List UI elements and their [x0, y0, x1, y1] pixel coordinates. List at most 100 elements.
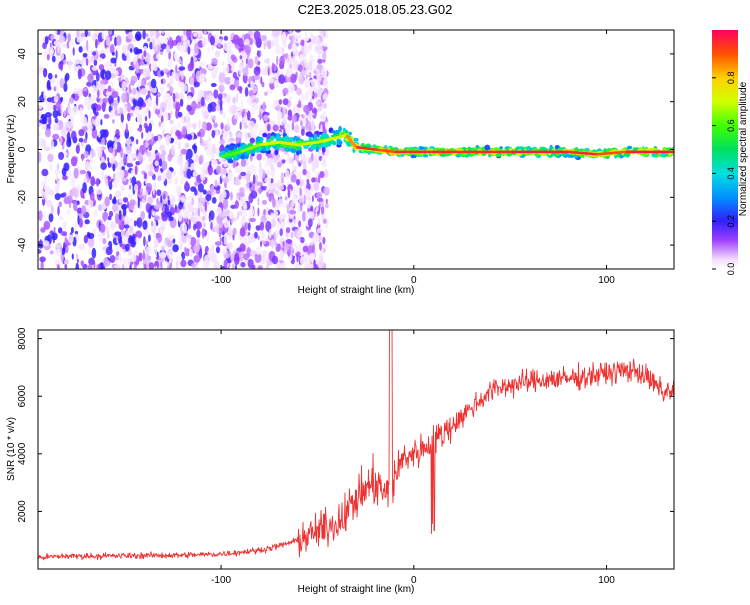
noise-blob	[282, 37, 286, 42]
noise-blob	[251, 264, 256, 269]
noise-blob	[133, 56, 137, 66]
noise-blob	[279, 228, 284, 237]
ridge-cell	[326, 142, 332, 147]
noise-blob	[91, 55, 94, 62]
noise-blob	[79, 59, 83, 65]
noise-blob	[169, 194, 176, 206]
noise-blob	[112, 179, 119, 188]
noise-blob	[222, 168, 227, 175]
noise-blob	[160, 194, 163, 204]
noise-blob	[189, 236, 197, 247]
noise-blob	[241, 110, 245, 119]
noise-blob	[162, 68, 170, 73]
noise-blob	[177, 213, 183, 222]
noise-blob	[209, 210, 215, 221]
noise-blob	[46, 199, 53, 208]
noise-blob	[125, 38, 131, 43]
noise-blob	[185, 180, 189, 191]
noise-blob	[161, 121, 165, 128]
noise-blob	[105, 219, 109, 226]
noise-blob	[79, 169, 87, 175]
noise-blob	[261, 81, 265, 88]
noise-blob	[192, 122, 197, 130]
noise-blob	[297, 171, 302, 182]
noise-blob	[145, 125, 150, 134]
noise-blob	[63, 82, 68, 92]
noise-blob	[247, 58, 254, 69]
noise-blob	[114, 246, 121, 251]
noise-blob	[176, 155, 184, 166]
noise-blob	[210, 35, 215, 46]
noise-blob	[175, 72, 179, 82]
noise-blob	[107, 160, 110, 168]
noise-blob	[152, 102, 156, 112]
noise-blob	[266, 256, 270, 267]
noise-blob	[62, 192, 67, 198]
noise-blob	[87, 165, 94, 172]
noise-blob	[296, 229, 301, 241]
noise-blob	[162, 128, 166, 140]
noise-blob	[227, 229, 232, 240]
snr-panel: -100 0 100 2000 4000 6000 8000 Height of stra…	[6, 327, 675, 595]
noise-blob	[298, 100, 301, 108]
noise-blob	[227, 117, 230, 128]
noise-blob	[161, 214, 168, 222]
noise-blob	[88, 237, 95, 248]
noise-blob	[182, 223, 187, 234]
noise-blob	[180, 179, 184, 185]
noise-blob	[309, 54, 314, 64]
noise-blob	[206, 30, 214, 33]
noise-blob	[157, 175, 162, 181]
noise-blob	[287, 188, 291, 199]
noise-blob	[206, 233, 209, 242]
noise-blob	[123, 215, 129, 223]
noise-blob	[283, 242, 290, 252]
noise-blob	[325, 121, 328, 130]
noise-blob	[105, 90, 113, 97]
noise-blob	[278, 74, 286, 85]
noise-blob	[201, 37, 208, 48]
noise-blob	[257, 197, 260, 206]
noise-blob	[242, 67, 249, 76]
noise-blob	[215, 206, 222, 215]
noise-blob	[257, 235, 260, 241]
noise-blob	[81, 205, 87, 215]
noise-blob	[273, 156, 277, 164]
noise-blob	[322, 92, 328, 100]
noise-blob	[123, 262, 129, 269]
noise-blob	[109, 73, 116, 79]
noise-blob	[78, 218, 84, 228]
noise-blob	[230, 191, 233, 201]
noise-blob	[41, 124, 47, 130]
noise-blob	[295, 30, 301, 33]
noise-blob	[229, 84, 236, 91]
noise-blob	[91, 118, 95, 125]
noise-blob	[210, 82, 217, 88]
noise-blob	[115, 190, 122, 199]
noise-blob	[114, 231, 122, 236]
ridge-cell	[298, 149, 302, 155]
noise-blob	[43, 51, 49, 56]
noise-blob	[205, 122, 212, 131]
noise-blob	[181, 84, 188, 92]
noise-blob	[296, 87, 302, 96]
noise-blob	[75, 233, 78, 239]
noise-blob	[202, 121, 207, 132]
noise-blob	[293, 165, 297, 170]
noise-blob	[104, 196, 110, 207]
noise-blob	[236, 93, 239, 103]
noise-blob	[201, 138, 204, 147]
noise-blob	[194, 42, 199, 54]
ridge-cell	[250, 149, 256, 154]
noise-blob	[288, 96, 293, 101]
noise-blob	[142, 106, 148, 118]
noise-blob	[38, 233, 41, 240]
noise-blob	[100, 119, 103, 126]
noise-blob	[125, 144, 132, 155]
noise-blob	[222, 186, 225, 195]
noise-blob	[116, 251, 120, 256]
noise-blob	[249, 164, 257, 175]
noise-blob	[165, 44, 171, 54]
noise-blob	[232, 227, 237, 236]
noise-blob	[59, 136, 63, 146]
